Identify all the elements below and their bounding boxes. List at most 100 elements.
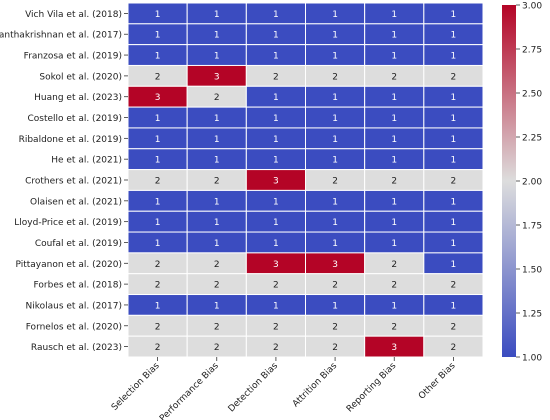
cell-value-label: 2 [155,343,161,353]
cell-value-label: 2 [214,93,220,103]
cell-value-label: 2 [273,72,279,82]
cell-value-label: 2 [214,343,220,353]
cell-value-label: 1 [391,31,397,41]
cell-value-label: 1 [391,301,397,311]
cell-value-label: 1 [451,218,457,228]
colorbar-tick-label: 3.00 [522,2,542,12]
cell-value-label: 1 [451,10,457,20]
cell-value-label: 3 [391,343,397,353]
cell-value-label: 2 [332,322,338,332]
colorbar-gradient [502,5,516,357]
cell-value-label: 2 [214,260,220,270]
cell-value-label: 1 [273,52,279,62]
cell-value-label: 1 [332,156,338,166]
cell-value-label: 2 [155,72,161,82]
cell-value-label: 3 [273,177,279,187]
cell-value-label: 2 [332,72,338,82]
cell-value-label: 2 [155,260,161,270]
colorbar-tick-label: 2.00 [522,178,542,188]
cell-value-label: 1 [332,10,338,20]
cell-value-label: 2 [451,281,457,291]
cell-value-label: 2 [451,343,457,353]
cell-value-label: 2 [391,322,397,332]
cell-value-label: 1 [391,156,397,166]
cell-value-label: 1 [273,239,279,249]
cell-value-label: 1 [214,156,220,166]
cell-value-label: 1 [451,135,457,145]
heatmap-cells: 1 1 1 1 1 1 1 1 1 1 1 1 1 1 1 1 1 1 2 3 2 2 2 2 3 2 1 1 1 1 1 1 1 1 1 1 1 1 1 1… [127,2,484,358]
cell-value-label: 2 [451,177,457,187]
row-label: Nikolaus et al. (2017) [26,301,123,311]
cell-value-label: 1 [155,218,161,228]
cell-value-label: 1 [155,301,161,311]
cell-value-label: 1 [451,93,457,103]
cell-value-label: 1 [391,10,397,20]
cell-value-label: 2 [451,72,457,82]
cell-value-label: 1 [332,301,338,311]
column-label: Performance Bias [158,361,221,420]
cell-value-label: 1 [155,135,161,145]
cell-value-label: 3 [273,260,279,270]
cell-value-label: 1 [391,239,397,249]
row-label: Costello et al. (2019) [27,114,122,124]
cell-value-label: 1 [451,156,457,166]
cell-value-label: 1 [391,218,397,228]
cell-value-label: 1 [391,135,397,145]
cell-value-label: 1 [451,260,457,270]
cell-value-label: 1 [332,114,338,124]
cell-value-label: 1 [214,197,220,207]
cell-value-label: 1 [214,114,220,124]
cell-value-label: 1 [273,156,279,166]
cell-value-label: 2 [391,281,397,291]
cell-value-label: 1 [273,10,279,20]
colorbar-tick-label: 1.50 [522,266,542,276]
cell-value-label: 2 [214,322,220,332]
cell-value-label: 3 [155,93,161,103]
colorbar-tick-label: 2.75 [522,46,542,56]
cell-value-label: 3 [332,260,338,270]
row-label: Coufal et al. (2019) [35,239,122,249]
cell-value-label: 1 [214,301,220,311]
cell-value-label: 1 [332,239,338,249]
cell-value-label: 2 [332,343,338,353]
cell-value-label: 1 [273,301,279,311]
cell-value-label: 1 [332,218,338,228]
cell-value-label: 2 [155,177,161,187]
row-label: Olaisen et al. (2021) [30,197,122,207]
cell-value-label: 2 [155,281,161,291]
cell-value-label: 1 [332,197,338,207]
cell-value-label: 1 [451,114,457,124]
row-label: Crothers et al. (2021) [25,177,122,187]
cell-value-label: 2 [214,281,220,291]
column-label: Other Bias [417,361,458,402]
colorbar-tick-label: 2.25 [522,134,542,144]
cell-value-label: 1 [273,218,279,228]
cell-value-label: 1 [155,114,161,124]
cell-value-label: 1 [451,301,457,311]
row-label: Vich Vila et al. (2018) [25,10,122,20]
cell-value-label: 2 [451,322,457,332]
cell-value-label: 2 [273,343,279,353]
cell-value-label: 1 [155,10,161,20]
cell-value-label: 2 [391,72,397,82]
row-label: Forbes et al. (2018) [34,281,122,291]
cell-value-label: 2 [332,177,338,187]
cell-value-label: 1 [391,114,397,124]
cell-value-label: 1 [451,52,457,62]
cell-value-label: 2 [155,322,161,332]
cell-value-label: 1 [214,135,220,145]
cell-value-label: 2 [391,260,397,270]
cell-value-label: 3 [214,72,220,82]
colorbar-tick-label: 1.75 [522,222,542,232]
cell-value-label: 1 [451,31,457,41]
cell-value-label: 1 [155,239,161,249]
cell-value-label: 2 [273,281,279,291]
cell-value-label: 2 [332,281,338,291]
cell-value-label: 1 [214,10,220,20]
cell-value-label: 1 [155,31,161,41]
row-label: Lloyd-Price et al. (2019) [14,218,122,228]
row-label: Fornelos et al. (2020) [26,322,122,332]
cell-value-label: 1 [273,197,279,207]
